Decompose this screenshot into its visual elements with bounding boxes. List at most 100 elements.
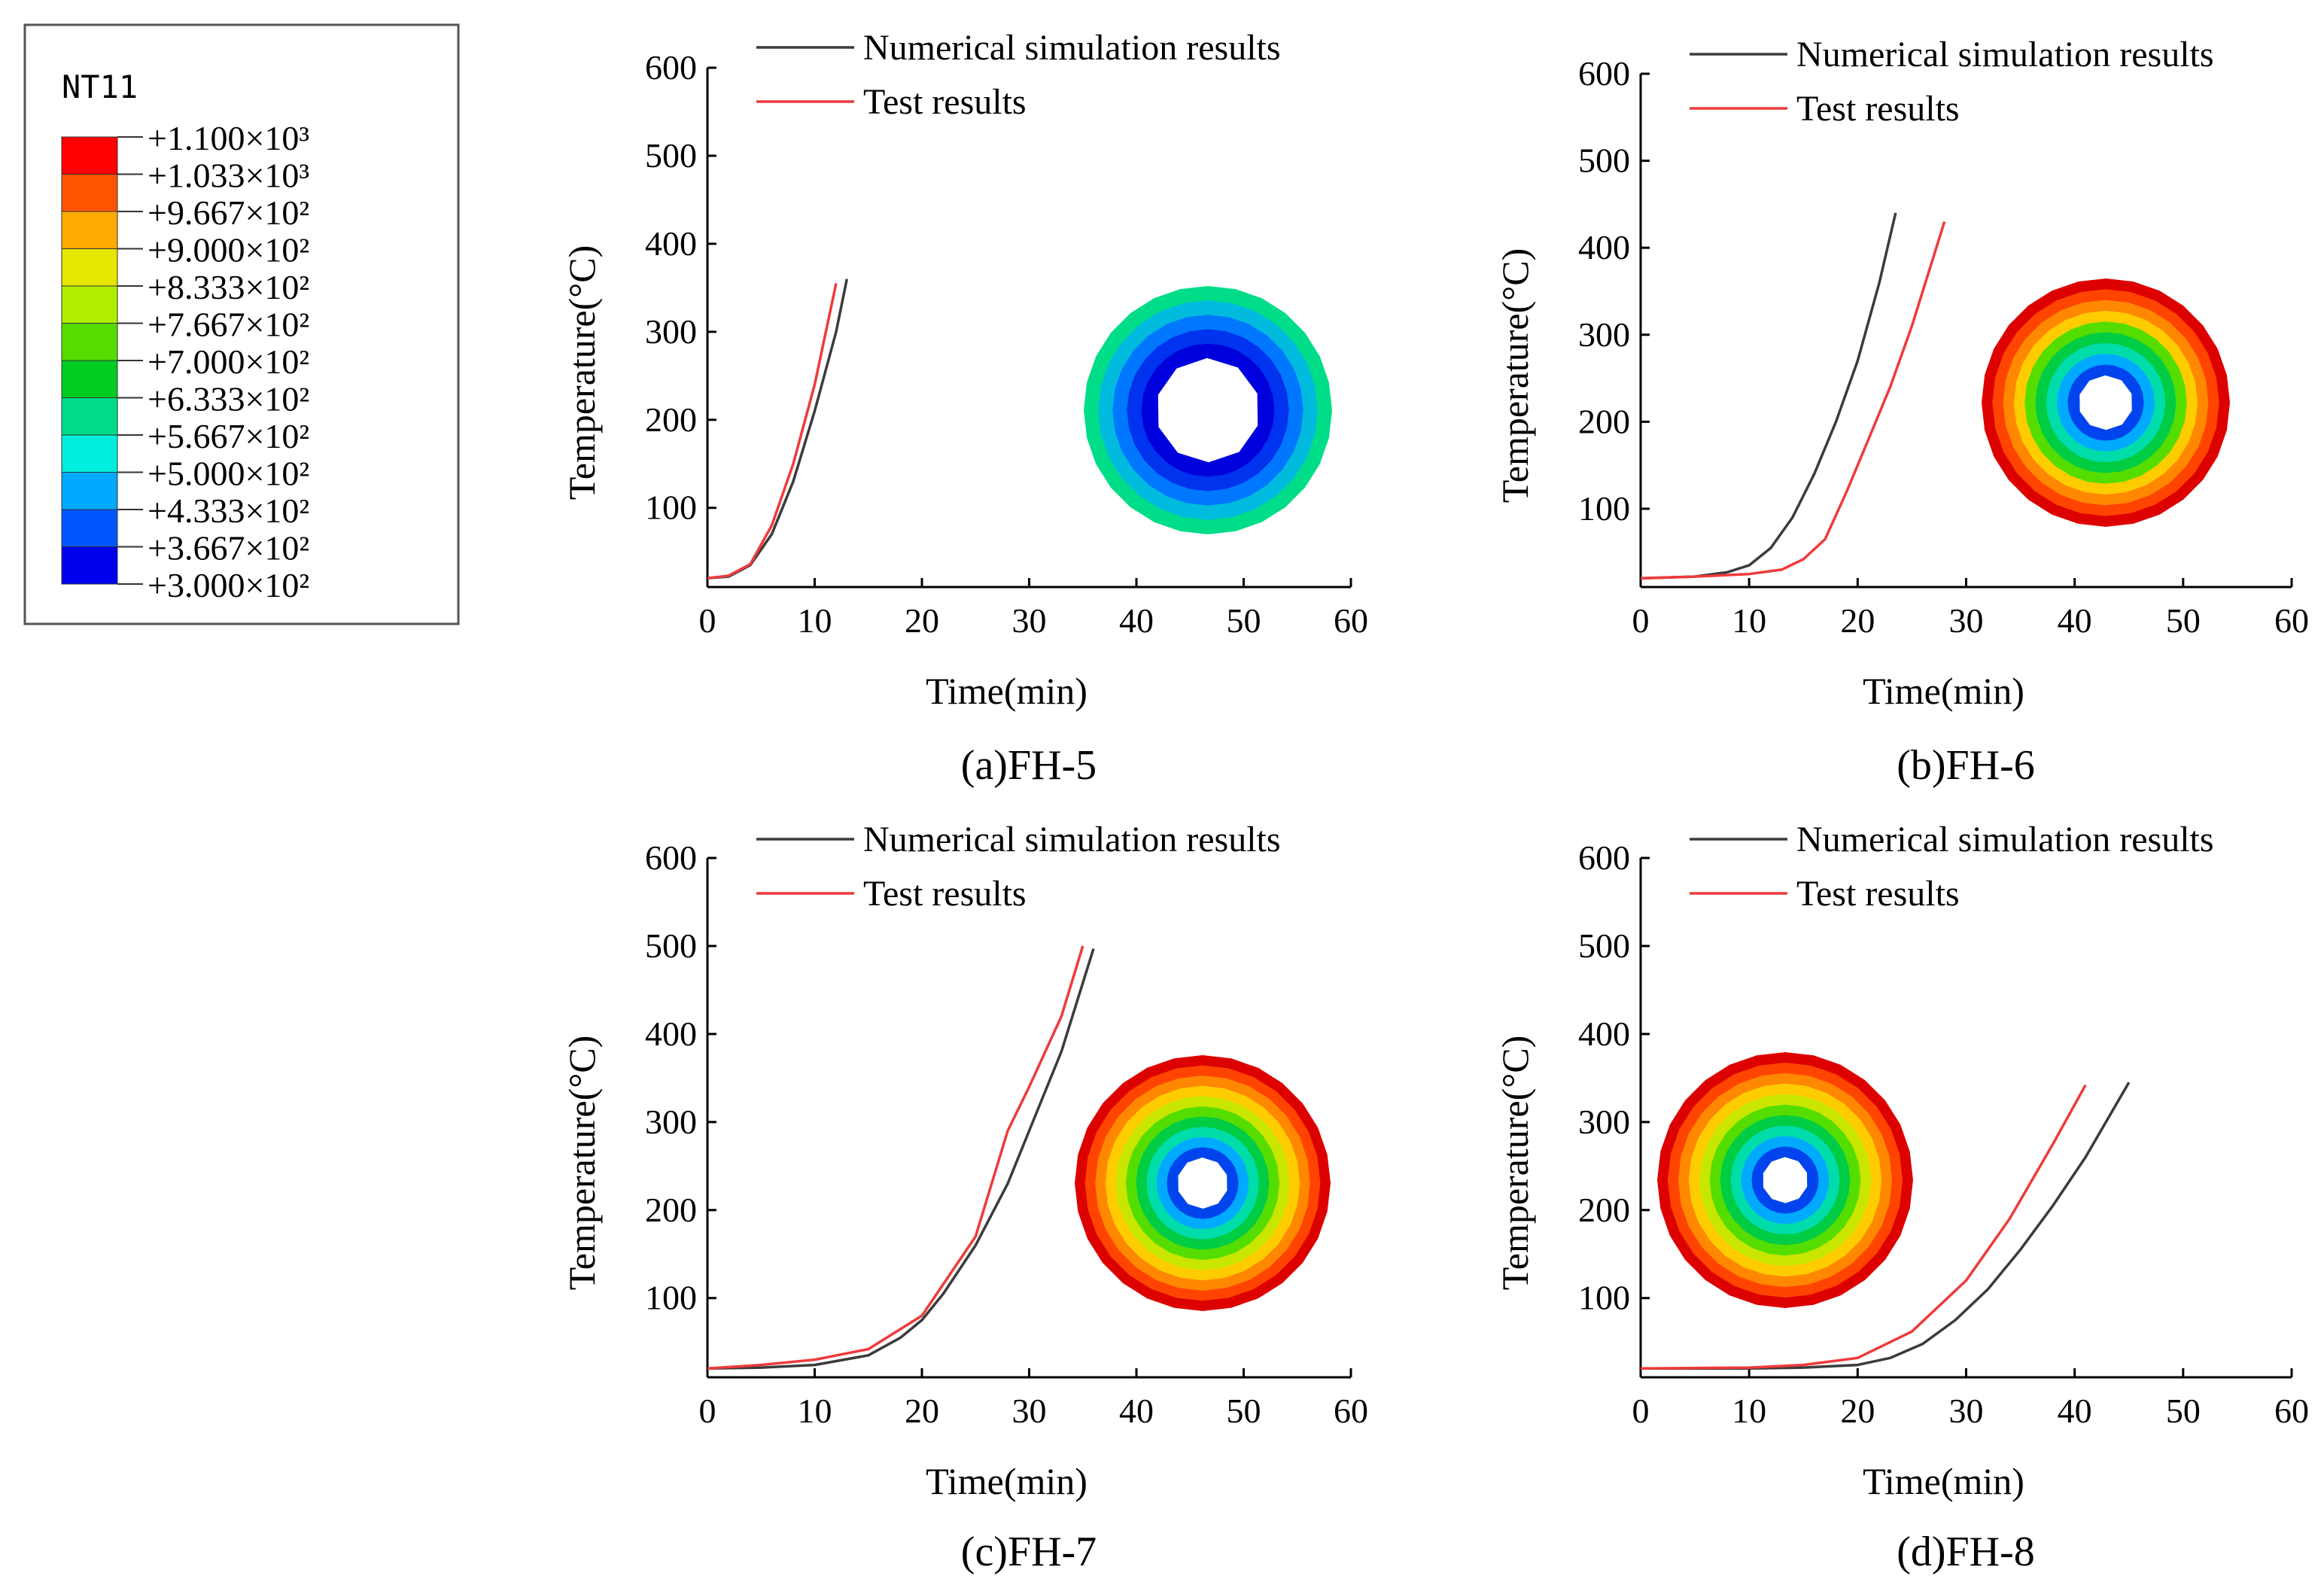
legend-variable-label: NT11 bbox=[62, 68, 138, 105]
legend-color-swatch bbox=[61, 546, 118, 585]
cross-section-hole bbox=[1157, 357, 1258, 463]
legend-color-swatch bbox=[61, 174, 118, 212]
legend-levels: +1.100×10³+1.033×10³+9.667×10²+9.000×10²… bbox=[61, 119, 309, 604]
y-tick-label: 300 bbox=[645, 312, 697, 351]
chart-panels: 0 10 20 30 40 50 60100200300400500600Time(min)… bbox=[561, 28, 2309, 1575]
x-tick-label: 30 bbox=[1949, 601, 1984, 640]
legend-entry-label: Test results bbox=[863, 82, 1027, 122]
legend-entry-label: Numerical simulation results bbox=[863, 28, 1281, 68]
x-tick-label: 30 bbox=[1012, 601, 1047, 640]
x-tick-label: 10 bbox=[1732, 601, 1766, 640]
chart-panel-3: 0 10 20 30 40 50 60 100 200 300 400 500 600 Time(min)… bbox=[561, 820, 1368, 1575]
legend-color-swatch bbox=[61, 397, 118, 436]
x-tick-label: 0 bbox=[1632, 1392, 1650, 1430]
y-tick-label: 200 bbox=[645, 400, 697, 439]
y-tick-label: 400 bbox=[1578, 228, 1630, 266]
x-tick-label: 60 bbox=[2274, 601, 2309, 640]
legend-color-swatch bbox=[61, 434, 118, 473]
legend-color-swatch bbox=[61, 285, 118, 324]
legend-level-label: +7.667×10² bbox=[148, 306, 309, 344]
cross-section-hole bbox=[1763, 1157, 1808, 1203]
legend-level-label: +9.667×10² bbox=[148, 193, 309, 232]
y-tick-label: 500 bbox=[1578, 141, 1630, 180]
x-axis-label: Time(min) bbox=[1863, 670, 2024, 712]
x-tick-label: 10 bbox=[798, 601, 832, 640]
panel-caption: (a)FH-5 bbox=[961, 742, 1097, 789]
x-tick-label: 40 bbox=[1119, 601, 1154, 640]
y-tick-label: 100 bbox=[1578, 1279, 1630, 1317]
legend-entry-label: Numerical simulation results bbox=[1796, 820, 2214, 859]
x-tick-label: 0 bbox=[1632, 601, 1650, 640]
legend-level-label: +5.667×10² bbox=[148, 417, 309, 455]
legend-entry-label: Test results bbox=[863, 874, 1027, 914]
legend-level-label: +6.333×10² bbox=[148, 380, 309, 418]
legend-level-label: +3.667×10² bbox=[148, 529, 309, 567]
cross-section-hole bbox=[2079, 375, 2132, 430]
legend-entry-label: Test results bbox=[1796, 89, 1960, 129]
y-axis-label: Temperature(°C) bbox=[561, 245, 603, 500]
y-tick-label: 500 bbox=[1578, 926, 1630, 965]
y-tick-label: 200 bbox=[1578, 402, 1630, 440]
x-tick-label: 0 bbox=[699, 601, 716, 640]
y-tick-label: 200 bbox=[645, 1191, 697, 1229]
x-tick-label: 60 bbox=[1334, 1392, 1368, 1430]
y-tick-label: 500 bbox=[645, 136, 697, 175]
cross-section-inset bbox=[1084, 286, 1332, 534]
legend-level-label: +9.000×10² bbox=[148, 231, 309, 269]
cross-section-inset bbox=[1075, 1055, 1331, 1311]
panel-caption: (d)FH-8 bbox=[1897, 1529, 2035, 1575]
legend-color-swatch bbox=[61, 211, 118, 249]
numerical-simulation-line bbox=[1641, 1082, 2131, 1371]
x-tick-label: 30 bbox=[1949, 1392, 1984, 1430]
test-results-line bbox=[707, 945, 1084, 1371]
y-tick-label: 500 bbox=[645, 926, 697, 965]
numerical-simulation-line bbox=[707, 278, 849, 580]
x-tick-label: 30 bbox=[1012, 1392, 1047, 1430]
legend-level-label: +1.033×10³ bbox=[148, 157, 309, 195]
chart-panel-4: 0 10 20 30 40 50 60 100 200 300 400 500 600 Time(min)… bbox=[1494, 820, 2309, 1575]
chart-legend: Numerical simulation results Test results bbox=[756, 820, 1281, 914]
x-tick-label: 50 bbox=[2166, 601, 2201, 640]
y-tick-label: 400 bbox=[1578, 1015, 1630, 1053]
legend-level-label: +4.333×10² bbox=[148, 491, 309, 530]
legend-level-label: +5.000×10² bbox=[148, 455, 309, 493]
y-tick-label: 400 bbox=[645, 224, 697, 263]
numerical-simulation-line bbox=[707, 948, 1095, 1371]
x-tick-label: 0 bbox=[699, 1392, 716, 1430]
panel-caption: (b)FH-6 bbox=[1897, 742, 2035, 789]
x-axis-label: Time(min) bbox=[926, 1460, 1087, 1502]
x-tick-label: 40 bbox=[1119, 1392, 1154, 1430]
legend-entry-label: Numerical simulation results bbox=[863, 820, 1281, 859]
legend-level-label: +1.100×10³ bbox=[148, 119, 309, 157]
chart-legend: Numerical simulation results Test results bbox=[1690, 820, 2214, 914]
y-tick-label: 300 bbox=[1578, 315, 1630, 354]
y-tick-label: 600 bbox=[645, 48, 697, 87]
y-tick-label: 600 bbox=[1578, 54, 1630, 93]
legend-level-label: +3.000×10² bbox=[148, 566, 309, 604]
legend-level-label: +8.333×10² bbox=[148, 268, 309, 306]
chart-panel-2: 0 10 20 30 40 50 60 100 200 300 400 500 600 Time(min)… bbox=[1494, 35, 2309, 789]
x-axis-label: Time(min) bbox=[1863, 1460, 2024, 1502]
y-axis-label: Temperature(°C) bbox=[561, 1036, 603, 1291]
x-tick-label: 40 bbox=[2058, 1392, 2092, 1430]
x-tick-label: 10 bbox=[1732, 1392, 1766, 1430]
y-tick-label: 300 bbox=[645, 1103, 697, 1141]
panel-caption: (c)FH-7 bbox=[961, 1529, 1097, 1575]
cross-section-hole bbox=[1178, 1158, 1227, 1209]
legend-color-swatch bbox=[61, 360, 118, 398]
legend-level-label: +7.000×10² bbox=[148, 342, 309, 381]
chart-panel-1: 0 10 20 30 40 50 60 100 200 300 400 500 600 Time(min)… bbox=[561, 28, 1368, 789]
x-tick-label: 20 bbox=[905, 1392, 939, 1430]
y-axis-label: Temperature(°C) bbox=[1494, 248, 1536, 504]
cross-section-inset bbox=[1657, 1052, 1913, 1308]
x-tick-label: 50 bbox=[2166, 1392, 2201, 1430]
x-tick-label: 50 bbox=[1227, 1392, 1261, 1430]
y-tick-label: 600 bbox=[645, 838, 697, 877]
x-tick-label: 20 bbox=[905, 601, 939, 640]
x-tick-label: 60 bbox=[1334, 601, 1368, 640]
y-axis-label: Temperature(°C) bbox=[1494, 1036, 1536, 1291]
y-tick-label: 400 bbox=[645, 1015, 697, 1053]
legend-color-swatch bbox=[61, 248, 118, 287]
x-axis-label: Time(min) bbox=[926, 670, 1087, 712]
